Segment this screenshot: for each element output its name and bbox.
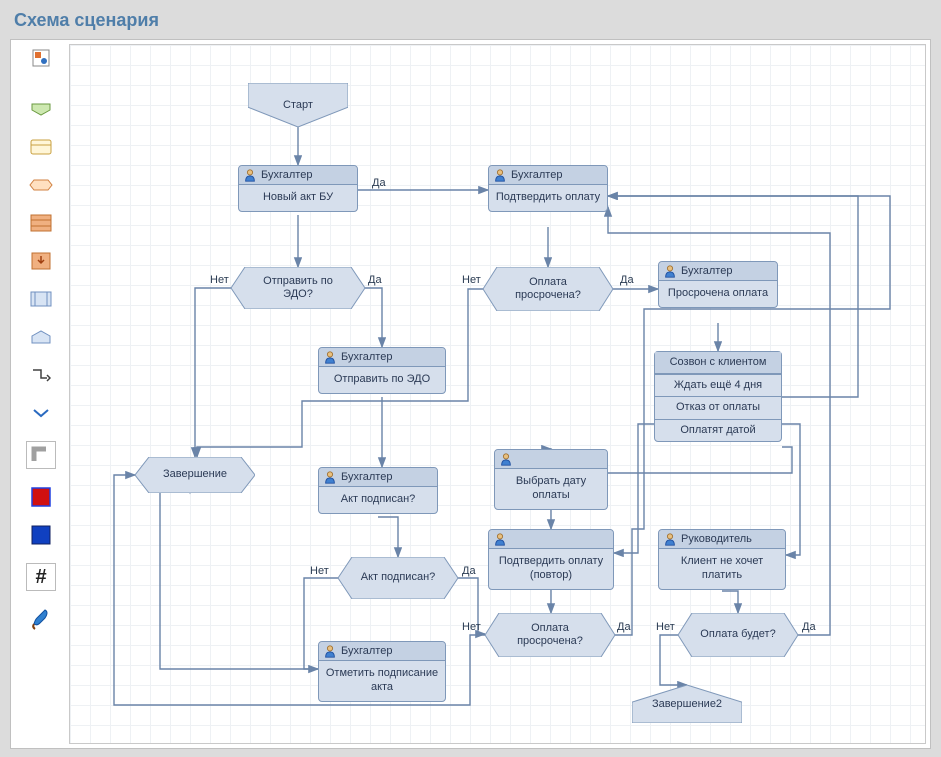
node-header: Бухгалтер (319, 642, 445, 661)
flowchart-menu-node[interactable]: Созвон с клиентомЖдать ещё 4 дняОтказ от… (654, 351, 782, 442)
flowchart-task-node[interactable]: Бухгалтер Просрочена оплата (658, 261, 778, 308)
page-title: Схема сценария (14, 10, 931, 31)
color-red-icon[interactable] (29, 487, 53, 507)
node-role: Бухгалтер (511, 169, 562, 181)
node-label: Акт подписан? (338, 557, 458, 599)
node-label: Подтвердить оплату (повтор) (489, 549, 613, 589)
flowchart-decision-node[interactable]: Оплата просрочена? (485, 613, 615, 657)
node-label: Выбрать дату оплаты (495, 469, 607, 509)
node-label: Старт (248, 83, 348, 127)
menu-option[interactable]: Отказ от оплаты (655, 396, 781, 418)
flowchart-decision-node[interactable]: Отправить по ЭДО? (231, 267, 365, 309)
decision-shape-icon[interactable] (29, 175, 53, 195)
edge-label: Да (617, 621, 631, 633)
edge-label: Да (620, 274, 634, 286)
edge-label: Нет (656, 621, 675, 633)
download-shape-icon[interactable] (29, 251, 53, 271)
node-label: Отметить подписание акта (319, 661, 445, 701)
edge-label: Да (802, 621, 816, 633)
edge-label: Да (462, 565, 476, 577)
edge-label: Нет (462, 621, 481, 633)
node-role: Бухгалтер (341, 351, 392, 363)
menu-option[interactable]: Оплатят датой (655, 419, 781, 441)
flowchart-end-node[interactable]: Завершение2 (632, 685, 742, 723)
connector-icon[interactable] (29, 365, 53, 385)
flowchart-task-node[interactable]: Бухгалтер Акт подписан? (318, 467, 438, 514)
flowchart-decision-node[interactable]: Завершение (135, 457, 255, 493)
edge-label: Да (372, 177, 386, 189)
start-shape-icon[interactable] (29, 99, 53, 119)
node-role: Бухгалтер (341, 645, 392, 657)
node-label: Оплата просрочена? (485, 613, 615, 657)
flowchart-task-node[interactable]: Бухгалтер Отметить подписание акта (318, 641, 446, 702)
flowchart-task-node[interactable]: Бухгалтер Подтвердить оплату (488, 165, 608, 212)
node-header (495, 450, 607, 469)
node-label: Отправить по ЭДО (319, 367, 445, 393)
node-label: Оплата просрочена? (483, 267, 613, 311)
edge-label: Да (368, 274, 382, 286)
end-shape-icon[interactable] (29, 327, 53, 347)
flowchart-decision-node[interactable]: Акт подписан? (338, 557, 458, 599)
edge-label: Нет (310, 565, 329, 577)
node-header: Бухгалтер (659, 262, 777, 281)
node-header: Бухгалтер (319, 468, 437, 487)
brush-icon[interactable] (29, 609, 53, 629)
editor-panel: # Старт Бухгалтер Новый акт БУ Бухгалтер Под… (10, 39, 931, 749)
corner-icon[interactable] (26, 441, 56, 469)
flowchart-task-node[interactable]: Бухгалтер Новый акт БУ (238, 165, 358, 212)
node-label: Созвон с клиентом (655, 352, 781, 374)
node-role: Бухгалтер (261, 169, 312, 181)
stack-shape-icon[interactable] (29, 213, 53, 233)
node-label: Оплата будет? (678, 613, 798, 657)
node-header: Руководитель (659, 530, 785, 549)
flowchart-decision-node[interactable]: Оплата будет? (678, 613, 798, 657)
node-label: Завершение (135, 457, 255, 493)
node-header: Бухгалтер (489, 166, 607, 185)
node-label: Акт подписан? (319, 487, 437, 513)
node-label: Подтвердить оплату (489, 185, 607, 211)
chevron-down-icon[interactable] (29, 403, 53, 423)
flowchart-task-node[interactable]: Подтвердить оплату (повтор) (488, 529, 614, 590)
node-label: Клиент не хочет платить (659, 549, 785, 589)
menu-option[interactable]: Ждать ещё 4 дня (655, 374, 781, 396)
node-role: Руководитель (681, 533, 752, 545)
node-label: Отправить по ЭДО? (231, 267, 365, 309)
node-header: Бухгалтер (319, 348, 445, 367)
node-label: Завершение2 (632, 685, 742, 723)
node-label: Новый акт БУ (239, 185, 357, 211)
shape-toolbar: # (11, 40, 71, 748)
color-blue-icon[interactable] (29, 525, 53, 545)
flowchart-task-node[interactable]: Выбрать дату оплаты (494, 449, 608, 510)
node-label: Просрочена оплата (659, 281, 777, 307)
flowchart-canvas[interactable]: Старт Бухгалтер Новый акт БУ Бухгалтер Подтв… (69, 44, 926, 744)
flowchart-start-node[interactable]: Старт (248, 83, 348, 127)
grid-icon[interactable]: # (26, 563, 56, 591)
node-role: Бухгалтер (341, 471, 392, 483)
edge-label: Нет (462, 274, 481, 286)
panel-shape-icon[interactable] (29, 289, 53, 309)
flowchart-decision-node[interactable]: Оплата просрочена? (483, 267, 613, 311)
flowchart-task-node[interactable]: Руководитель Клиент не хочет платить (658, 529, 786, 590)
flowchart-task-node[interactable]: Бухгалтер Отправить по ЭДО (318, 347, 446, 394)
node-role: Бухгалтер (681, 265, 732, 277)
task-shape-icon[interactable] (29, 137, 53, 157)
node-header (489, 530, 613, 549)
export-icon[interactable] (29, 48, 53, 68)
edge-label: Нет (210, 274, 229, 286)
node-header: Бухгалтер (239, 166, 357, 185)
